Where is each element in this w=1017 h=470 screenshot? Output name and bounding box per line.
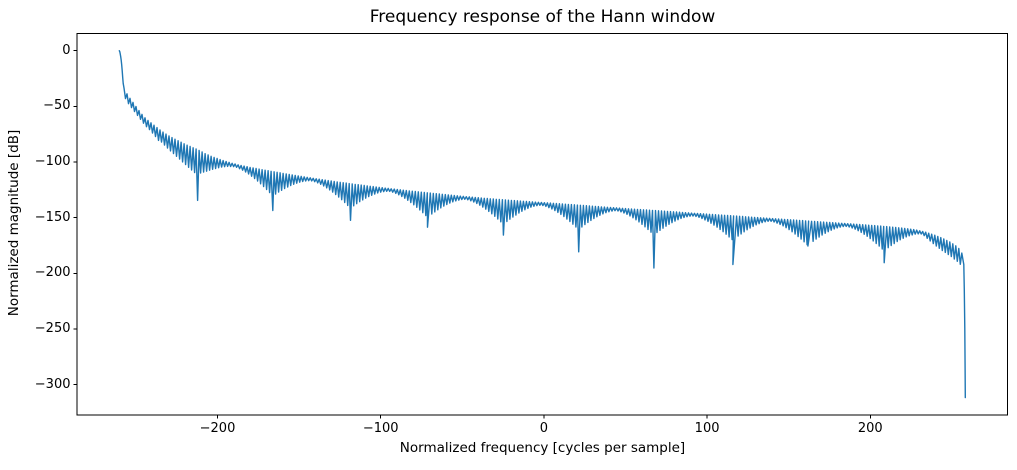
x-tick-label: 0 — [539, 421, 549, 436]
x-tick-label: 200 — [857, 421, 883, 436]
y-tick-label: −100 — [34, 154, 71, 170]
x-axis-label: Normalized frequency [cycles per sample] — [399, 440, 686, 456]
y-tick-label: 0 — [62, 42, 71, 58]
chart-title: Frequency response of the Hann window — [369, 7, 716, 27]
x-tick-label: −200 — [199, 421, 236, 436]
plot-border — [76, 32, 1009, 416]
y-tick-label: −150 — [34, 209, 71, 225]
y-tick-label: −200 — [34, 265, 71, 281]
hann-response-line — [118, 50, 966, 399]
y-tick-label: −250 — [34, 321, 71, 337]
y-tick-label: −300 — [34, 376, 71, 392]
y-tick-label: −50 — [43, 98, 71, 114]
x-tick-label: 100 — [694, 421, 720, 436]
x-tick-label: −100 — [362, 421, 399, 436]
